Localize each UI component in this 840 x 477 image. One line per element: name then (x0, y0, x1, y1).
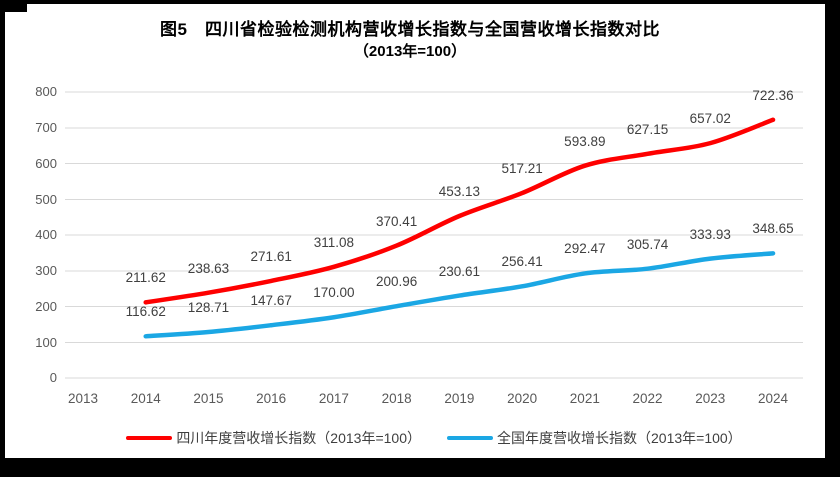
chart-title-line2: （2013年=100） (353, 43, 467, 60)
frame-top-border (0, 0, 840, 4)
legend-label-sichuan: 四川年度营收增长指数（2013年=100） (176, 430, 421, 446)
series-line-1 (143, 251, 776, 339)
legend-item-national: 全国年度营收增长指数（2013年=100） (447, 430, 742, 446)
frame-right-border (825, 0, 840, 477)
sichuan-line-swatch (126, 435, 173, 441)
series-line-0 (143, 117, 776, 305)
frame-bottom-border (0, 458, 840, 477)
legend-label-national: 全国年度营收增长指数（2013年=100） (497, 430, 742, 446)
frame-left-border (0, 0, 5, 477)
chart-title: 图5 四川省检验检测机构营收增长指数与全国营收增长指数对比 （2013年=100… (5, 19, 815, 62)
chart-title-line1: 图5 四川省检验检测机构营收增长指数与全国营收增长指数对比 (160, 20, 660, 39)
chart-legend: 四川年度营收增长指数（2013年=100） 全国年度营收增长指数（2013年=1… (65, 429, 803, 447)
legend-item-sichuan: 四川年度营收增长指数（2013年=100） (126, 430, 421, 446)
frame-corner-mark (0, 0, 27, 12)
national-line-swatch (447, 435, 493, 441)
